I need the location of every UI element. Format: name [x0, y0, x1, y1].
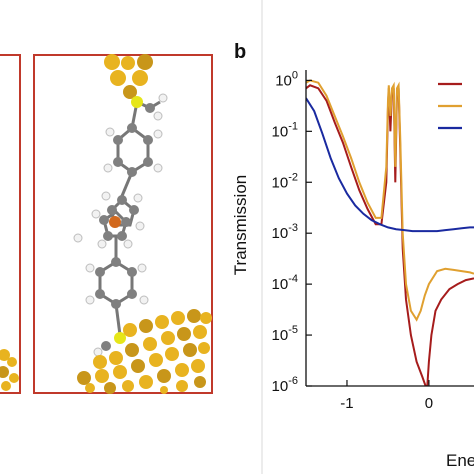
structure-frame-right: [33, 54, 213, 394]
y-tick-label-0: 10-6: [272, 375, 298, 395]
y-tick-label-1: 10-5: [272, 324, 298, 344]
series-line-3: [306, 97, 474, 233]
plot-area: 10-6 10-5 10-4 10-3 10-2 10-1 100 -1 0: [272, 69, 474, 412]
y-tick-label-3: 10-3: [272, 222, 298, 242]
panel-label-b: b: [234, 41, 246, 63]
carbon-atoms: [95, 103, 155, 351]
y-tick-label-5: 10-1: [272, 120, 298, 140]
series-line-1: [306, 84, 474, 386]
iron-atom: [109, 216, 121, 228]
sulfur-atom-bottom: [114, 332, 126, 344]
y-axis-label: Transmission: [231, 175, 250, 275]
series-line-2: [306, 79, 474, 322]
gold-cluster-left: [0, 349, 19, 391]
gold-tip-top: [104, 54, 153, 99]
y-tick-label-6: 100: [275, 69, 298, 89]
gold-electrode-bottom: [77, 309, 212, 394]
y-tick-label-4: 10-2: [272, 171, 298, 191]
structure-frame-left: [0, 54, 21, 394]
panel-b-chart: b Transmission Energy 10-610-510-410-310…: [231, 41, 474, 470]
x-tick-label-0: -1: [340, 395, 353, 412]
y-tick-label-2: 10-4: [272, 273, 298, 293]
hydrogen-atoms: [73, 93, 168, 357]
x-tick-label-1: 0: [425, 395, 433, 412]
sulfur-atom-top: [131, 96, 143, 108]
x-axis-label: Energy: [446, 451, 474, 470]
panel-a-structure: [0, 54, 213, 394]
